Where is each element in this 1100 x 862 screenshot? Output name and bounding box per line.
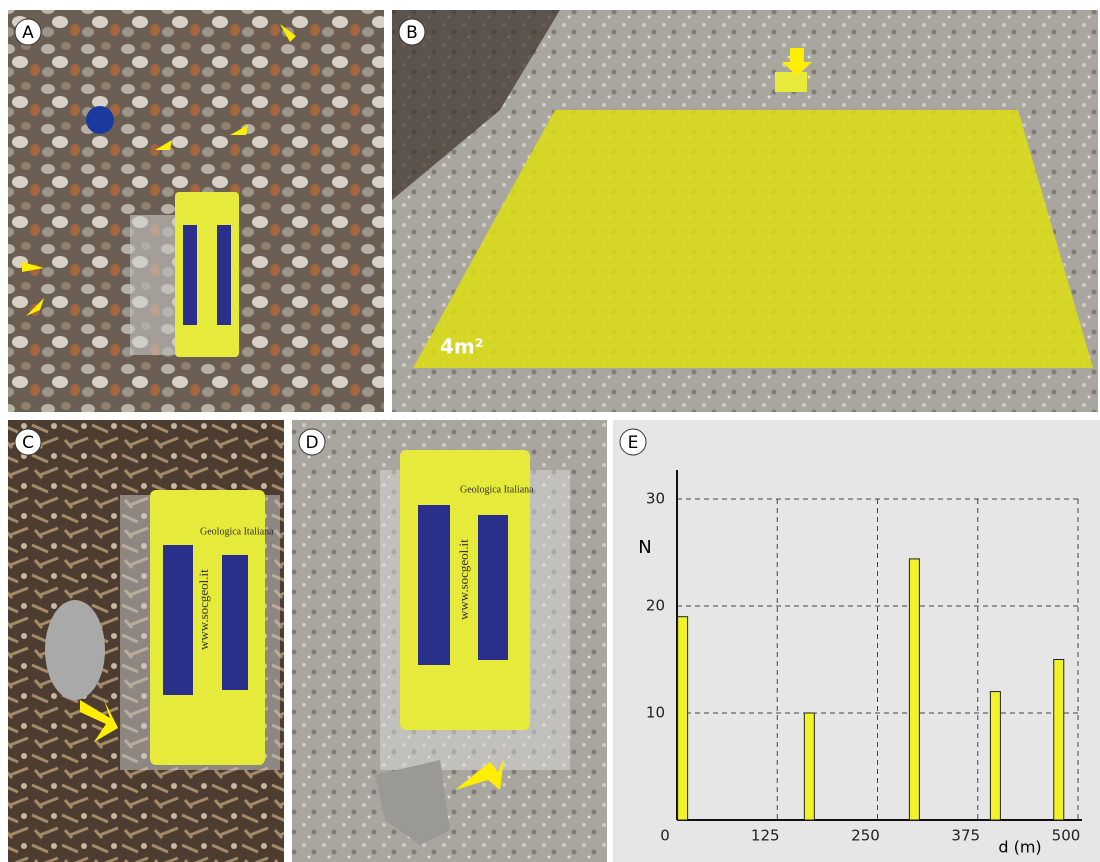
scale-bar [217, 225, 231, 325]
bar [1054, 660, 1064, 821]
bar [990, 692, 1000, 820]
card-text: www.socgeol.it [196, 569, 211, 650]
shell [45, 600, 105, 700]
y-tick-label: 30 [646, 490, 665, 508]
card-text: www.socgeol.it [456, 539, 471, 620]
card-text: Geologica Italiana [200, 526, 274, 537]
panel-label: D [305, 433, 318, 453]
scale-bar [163, 545, 193, 695]
bottle-cap [86, 106, 114, 134]
x-tick-label: 0 [660, 827, 670, 845]
x-axis-label: d (m) [998, 838, 1041, 857]
scale-bar [478, 515, 508, 660]
panel-label: E [628, 433, 639, 453]
bag [130, 215, 180, 355]
scale-bar [222, 555, 248, 690]
y-axis-label: N [638, 537, 651, 558]
x-tick-label: 500 [1052, 827, 1081, 845]
area-label: 4m² [440, 335, 484, 359]
scale-card [775, 72, 807, 92]
panel-label: B [406, 23, 418, 43]
bar [678, 617, 688, 820]
panel-label: A [22, 23, 34, 43]
card-text: Geologica Italiana [460, 484, 534, 495]
bar [909, 559, 919, 820]
figure: 4m² Geologica Italiana www.socgeol.it Ge… [0, 0, 1100, 862]
bar [804, 713, 814, 820]
x-tick-label: 250 [851, 827, 880, 845]
y-tick-label: 10 [646, 704, 665, 722]
panel-label: C [22, 433, 34, 453]
scale-bar [418, 505, 450, 665]
x-tick-label: 375 [951, 827, 980, 845]
y-tick-label: 20 [646, 597, 665, 615]
x-tick-label: 125 [751, 827, 780, 845]
scale-bar [183, 225, 197, 325]
